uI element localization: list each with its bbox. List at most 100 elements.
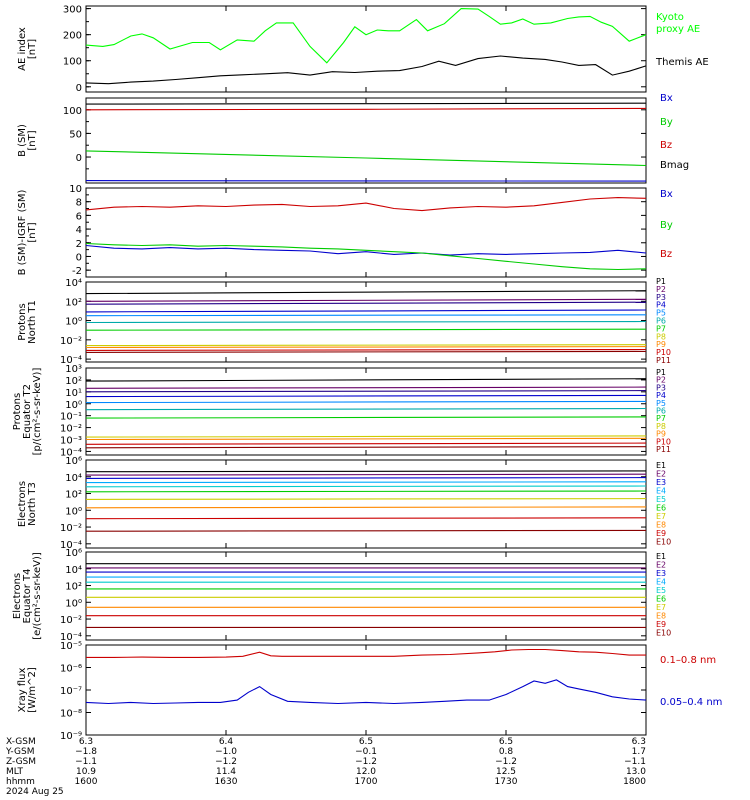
ephemeris-value: −1.2 [215,757,237,767]
legend-entry: E7 [656,512,666,521]
legend-entry: E5 [656,586,666,595]
panel-frame [85,644,647,736]
series-line [85,346,647,349]
y-tick-label: 200 [63,31,82,42]
series-line [85,477,647,479]
y-tick-label: 10⁻⁷ [60,686,82,697]
legend-entry: E6 [656,504,666,513]
legend-entry: P10 [656,437,671,446]
y-tick-label: 10⁻⁶ [60,664,82,675]
legend-entry: E8 [656,612,666,621]
legend-entry: E1 [656,461,666,470]
y-tick-label: 50 [69,129,82,140]
legend-entry: E9 [656,620,666,629]
ephemeris-value: −1.2 [355,757,377,767]
legend-entry: E10 [656,629,671,638]
y-tick-label: 10⁴ [65,565,82,576]
ephemeris-value: 12.0 [356,767,376,777]
ephemeris-label: Z-GSM [6,757,36,767]
y-axis-label: Xray flux [17,668,28,713]
legend-entry: E2 [656,470,666,479]
series-line [86,648,646,658]
series-line [85,679,647,705]
y-tick-label: 10⁻² [60,523,82,534]
series-line [85,435,647,438]
legend-entry: P11 [656,445,671,454]
legend-entry: E1 [656,552,666,561]
y-tick-label: 10⁶ [65,548,82,559]
series-line [85,400,647,404]
series-line [85,197,647,212]
series-line [85,485,647,488]
series-line [85,407,647,411]
y-tick-label: -2 [72,266,82,277]
series-line [85,470,647,473]
series-line [85,416,647,419]
y-tick-label: 10⁻³ [60,436,82,447]
y-axis-label: B (SM)-IGRF (SM) [17,190,28,276]
series-line [85,328,647,331]
ephemeris-value: 1600 [75,777,98,787]
y-tick-label: 10² [65,297,82,308]
series-line [85,314,647,317]
panel-frame [85,459,647,549]
legend-entry: E3 [656,569,666,578]
y-tick-label: 100 [63,57,82,68]
y-tick-label: 10² [65,490,82,501]
y-tick-label: 10⁰ [65,400,82,411]
y-axis-label: North T1 [27,300,38,344]
y-axis-label: Protons [12,393,23,430]
series-line [85,344,647,347]
y-tick-label: 10⁻² [60,615,82,626]
legend-entry: P1 [656,277,666,286]
y-tick-label: 0 [76,153,82,164]
y-axis-label: [W/m^2] [27,667,38,713]
y-tick-label: 6 [76,211,82,222]
ephemeris-label: hhmm [6,777,35,787]
legend-entry: E4 [656,578,666,587]
series-line [85,242,647,271]
legend-entry: P2 [656,285,666,294]
legend-entry: Themis AE [655,57,709,68]
ephemeris-value: 1700 [355,777,378,787]
y-tick-label: 10⁻⁹ [60,731,82,742]
y-tick-label: 0 [76,83,82,94]
y-axis-label: Protons [17,303,28,340]
y-tick-label: 10⁻⁴ [60,447,82,458]
legend-entry: P3 [656,293,666,302]
ephemeris-value: 1800 [623,777,646,787]
legend-entry: E10 [656,538,671,547]
y-axis-label: [p/(cm²-s-sr-keV)] [32,368,43,456]
legend-entry: P8 [656,332,666,341]
y-tick-label: 10⁶ [65,456,82,467]
series-line [85,107,647,111]
legend-entry: P7 [656,414,666,423]
y-tick-label: 10⁻² [60,336,82,347]
legend-entry: Bmag [660,160,689,171]
y-tick-label: 10¹ [65,388,82,399]
series-line [85,55,647,85]
ephemeris-value: −1.2 [495,757,517,767]
series-line [85,473,647,476]
series-line [85,481,647,484]
legend-entry: Bx [660,189,673,200]
series-line [85,180,647,182]
legend-entry: By [660,220,673,231]
y-tick-label: 10⁴ [65,278,82,289]
ephemeris-value: 10.9 [76,767,96,777]
legend-entry: 0.05–0.4 nm [660,697,722,708]
y-axis-label: [nT] [27,39,38,59]
series-line [85,394,647,398]
series-line [85,386,647,389]
y-tick-label: 10⁻⁴ [60,355,82,366]
y-tick-label: 10² [65,376,82,387]
y-tick-label: 300 [63,5,82,16]
legend-entry: P11 [656,356,671,365]
legend-entry: P6 [656,407,666,416]
y-axis-label: [nT] [27,130,38,150]
legend-entry: Bz [660,249,672,260]
y-tick-label: 10⁻⁴ [60,632,82,643]
y-axis-label: AE index [17,27,28,71]
legend-entry: P3 [656,383,666,392]
y-tick-label: 2 [76,239,82,250]
